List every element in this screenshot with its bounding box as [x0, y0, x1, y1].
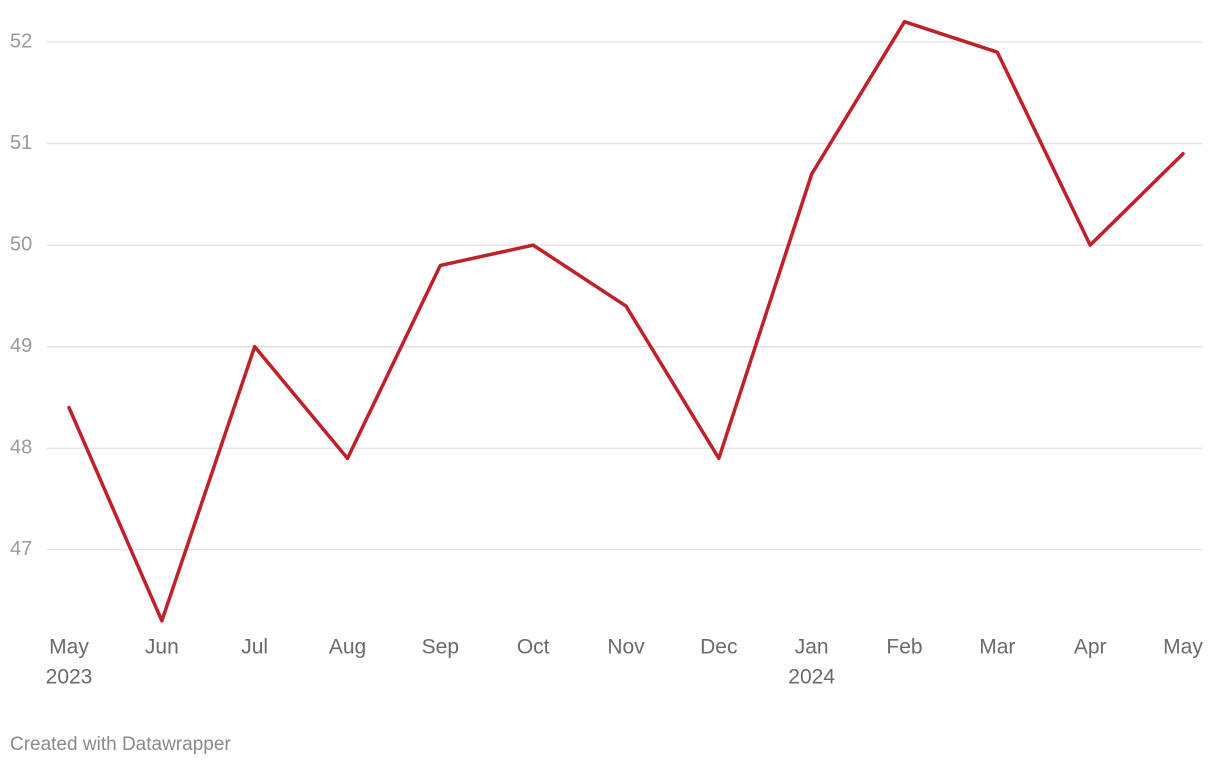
- x-tick-label: Feb: [886, 636, 922, 659]
- x-tick-label: Dec: [700, 636, 737, 659]
- y-tick-label: 52: [10, 30, 32, 52]
- x-tick-label: Oct: [517, 636, 550, 659]
- x-tick-label: Jul: [241, 636, 268, 659]
- y-tick-label: 51: [10, 132, 32, 154]
- y-tick-label: 50: [10, 233, 32, 255]
- x-tick-label: May: [1163, 636, 1203, 659]
- x-tick-label: Aug: [329, 636, 366, 659]
- x-tick-label: Mar: [979, 636, 1015, 659]
- x-tick-label: Sep: [422, 636, 459, 659]
- footer: Created with Datawrapper: [10, 734, 231, 755]
- y-tick-label: 47: [10, 538, 32, 560]
- y-tick-label: 49: [10, 335, 32, 357]
- line: [67, 19, 1185, 623]
- x-tick-label: Jun: [145, 636, 179, 659]
- x-year-label: 2024: [788, 666, 835, 689]
- x-tick-label: Apr: [1074, 636, 1107, 659]
- x-tick-label: May: [49, 636, 89, 659]
- x-tick-label: Jan: [795, 636, 829, 659]
- x-tick-label: Nov: [607, 636, 645, 659]
- x-year-label: 2023: [46, 666, 93, 689]
- y-tick-label: 48: [10, 436, 32, 458]
